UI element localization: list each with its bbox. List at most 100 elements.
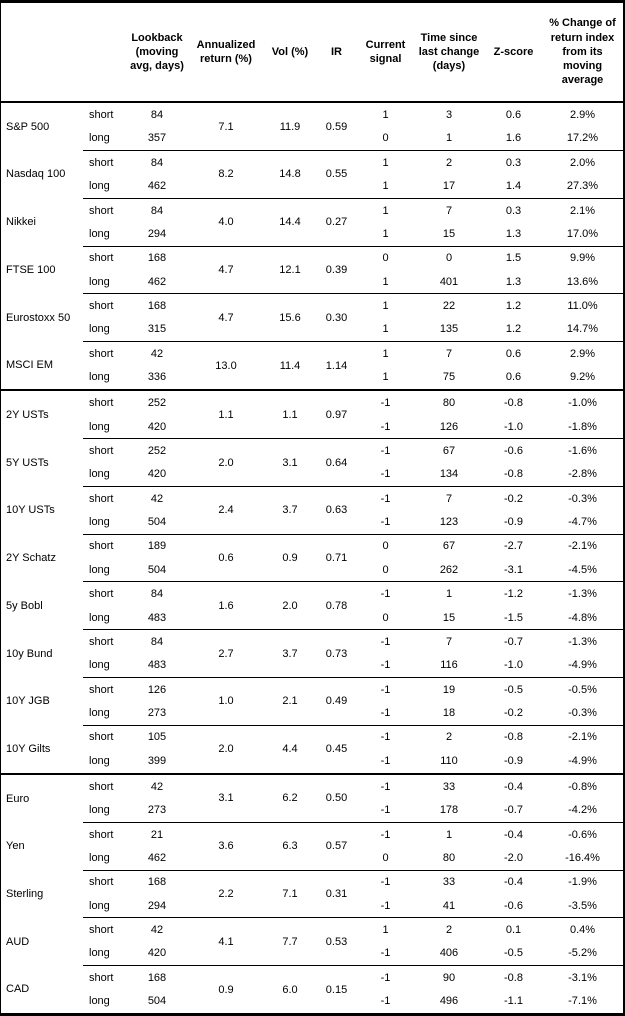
signal-value: 0 xyxy=(358,533,413,559)
pct-change-value: 9.2% xyxy=(569,371,596,384)
ir-value: 0.31 xyxy=(315,869,358,918)
days-since-change-value: 2 xyxy=(413,150,485,175)
pct-change-value: 2.0% xyxy=(542,150,623,175)
lookback-value: 483 xyxy=(147,659,167,672)
table-row: MSCI EM short 42 13.0 11.4 1.14 1 7 0.6 2.9% xyxy=(1,341,623,391)
lookback-value: 420 xyxy=(147,947,167,960)
zscore-value: -0.9 xyxy=(504,516,523,529)
lookback-value: 105 xyxy=(127,724,187,750)
zscore-value: -0.2 xyxy=(485,485,542,511)
header-zscore: Z-score xyxy=(485,3,542,103)
days-since-change-value: 401 xyxy=(439,275,459,288)
lookback-value: 504 xyxy=(147,516,167,529)
instrument-name: 2Y USTs xyxy=(1,389,83,439)
signal-value: -1 xyxy=(358,389,413,415)
table-row: long 462 1 17 1.4 27.3% xyxy=(1,174,623,198)
pct-change-value: -16.4% xyxy=(565,851,600,864)
days-since-change-value: 90 xyxy=(413,965,485,990)
leg-label: long xyxy=(89,754,110,767)
zscore-value: -2.7 xyxy=(485,533,542,559)
table-body: S&P 500 short 84 7.1 11.9 0.59 1 3 0.6 2.9% long 35… xyxy=(1,102,623,1013)
ir-value: 0.57 xyxy=(315,821,358,871)
zscore-value: 1.2 xyxy=(485,293,542,318)
annualized-return-value: 4.1 xyxy=(187,917,265,966)
lookback-value: 315 xyxy=(147,323,167,336)
days-since-change-value: 123 xyxy=(439,516,459,529)
leg-label: short xyxy=(83,150,127,175)
pct-change-value: -4.9% xyxy=(568,659,597,672)
annualized-return-value: 1.6 xyxy=(187,581,265,630)
signal-value: -1 xyxy=(358,821,413,847)
leg-label: long xyxy=(89,563,110,576)
annualized-return-value: 0.6 xyxy=(187,533,265,582)
header-leg-blank xyxy=(83,3,127,103)
table-row: 2Y Schatz short 189 0.6 0.9 0.71 0 67 -2.7 -2.1% xyxy=(1,533,623,582)
signal-value: -1 xyxy=(380,995,391,1008)
table-row: AUD short 42 4.1 7.7 0.53 1 2 0.1 0.4% xyxy=(1,917,623,966)
days-since-change-value: 41 xyxy=(442,899,456,912)
table-row: Sterling short 168 2.2 7.1 0.31 -1 33 -0.4 -1.9% xyxy=(1,869,623,918)
leg-label: long xyxy=(89,180,110,193)
days-since-change-value: 110 xyxy=(440,754,458,767)
table-row: Eurostoxx 50 short 168 4.7 15.6 0.30 1 22 1.2 11.… xyxy=(1,293,623,342)
leg-label: short xyxy=(83,965,127,990)
ir-value: 0.53 xyxy=(315,917,358,966)
leg-label: short xyxy=(83,676,127,702)
leg-label: long xyxy=(89,659,110,672)
vol-value: 6.3 xyxy=(265,821,315,871)
lookback-value: 84 xyxy=(127,197,187,223)
pct-change-value: -1.8% xyxy=(568,420,597,433)
table-row: Euro short 42 3.1 6.2 0.50 -1 33 -0.4 -0.8% xyxy=(1,772,623,823)
zscore-value: -0.8 xyxy=(504,468,523,481)
pct-change-value: -4.5% xyxy=(568,563,597,576)
leg-label: short xyxy=(83,581,127,606)
pct-change-value: -0.3% xyxy=(568,707,597,720)
table-row: long 462 0 80 -2.0 -16.4% xyxy=(1,846,623,870)
header-pct-change: % Change of return index from its moving… xyxy=(542,3,623,103)
leg-label: short xyxy=(83,772,127,799)
signal-value: -1 xyxy=(358,965,413,990)
lookback-value: 84 xyxy=(127,150,187,175)
pct-change-value: -2.1% xyxy=(542,724,623,750)
signal-value: 1 xyxy=(382,108,389,121)
days-since-change-value: 67 xyxy=(413,438,485,463)
table-row: CAD short 168 0.9 6.0 0.15 -1 90 -0.8 -3.1% xyxy=(1,965,623,1013)
header-lookback: Lookback (moving avg, days) xyxy=(127,3,187,103)
days-since-change-value: 18 xyxy=(442,707,456,720)
signal-value: 1 xyxy=(358,150,413,175)
lookback-value: 420 xyxy=(147,420,167,433)
table-row: long 273 -1 18 -0.2 -0.3% xyxy=(1,701,623,725)
header-row: Lookback (moving avg, days) Annualized r… xyxy=(1,3,623,103)
ir-value: 0.27 xyxy=(315,197,358,247)
days-since-change-value: 7 xyxy=(413,485,485,511)
zscore-value: -3.1 xyxy=(504,563,523,576)
leg-label: long xyxy=(89,947,110,960)
header-current-signal: Current signal xyxy=(358,3,413,103)
days-since-change-value: 80 xyxy=(413,389,485,415)
pct-change-value: -1.3% xyxy=(542,581,623,606)
vol-value: 1.1 xyxy=(265,389,315,439)
days-since-change-value: 15 xyxy=(442,227,456,240)
table-row: 10Y JGB short 126 1.0 2.1 0.49 -1 19 -0.5 -0.5% xyxy=(1,676,623,726)
zscore-value: 1.3 xyxy=(505,275,522,288)
annualized-return-value: 13.0 xyxy=(187,341,265,391)
leg-label: short xyxy=(83,245,127,270)
lookback-value: 42 xyxy=(127,772,187,799)
table-row: long 357 0 1 1.6 17.2% xyxy=(1,127,623,151)
zscore-value: -0.4 xyxy=(485,869,542,895)
ir-value: 0.97 xyxy=(315,389,358,439)
days-since-change-value: 134 xyxy=(439,468,459,481)
zscore-value: 1.5 xyxy=(485,245,542,270)
zscore-value: 0.6 xyxy=(485,341,542,366)
zscore-value: -0.4 xyxy=(485,821,542,847)
annualized-return-value: 1.1 xyxy=(187,389,265,439)
vol-value: 7.7 xyxy=(265,917,315,966)
instrument-name: AUD xyxy=(6,935,30,948)
signal-value: -1 xyxy=(380,804,391,817)
leg-label: short xyxy=(83,293,127,318)
annualized-return-value: 4.0 xyxy=(187,197,265,247)
vol-value: 11.4 xyxy=(265,341,315,391)
pct-change-value: 17.2% xyxy=(566,132,599,145)
leg-label: long xyxy=(89,420,110,433)
table-row: long 504 0 262 -3.1 -4.5% xyxy=(1,558,623,582)
